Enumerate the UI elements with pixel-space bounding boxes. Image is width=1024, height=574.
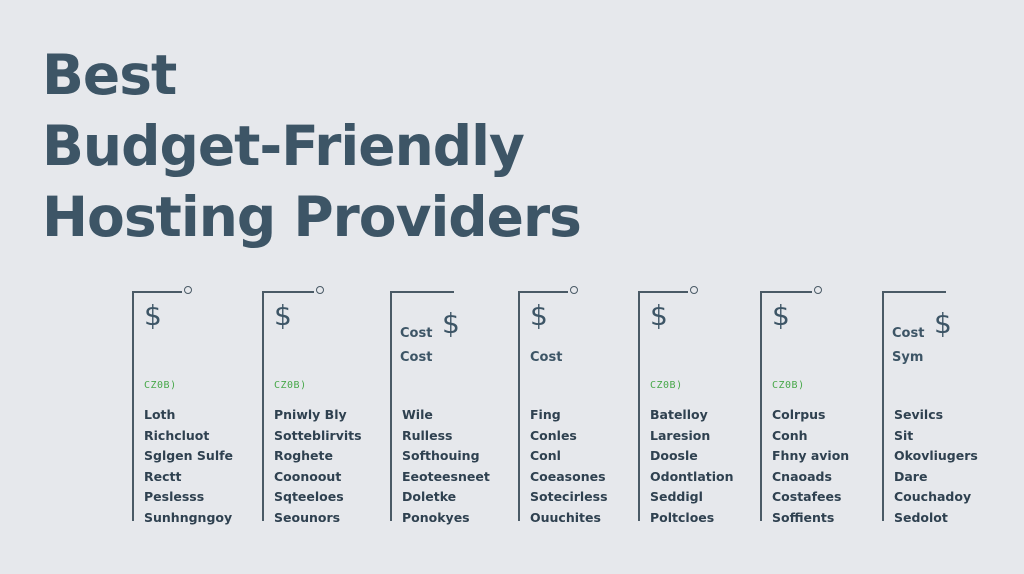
dollar-icon: $: [274, 299, 292, 332]
feature-list: Colrpus Conh Fhny avion Cnaoads Costafee…: [772, 405, 849, 528]
list-item: Laresion: [650, 427, 711, 443]
list-item: Fing: [530, 407, 561, 422]
column-top-rule: [262, 291, 314, 293]
column-divider: [132, 291, 134, 521]
list-item: Richcluot: [144, 427, 210, 443]
circle-icon: [570, 286, 578, 294]
cost-label: Cost: [400, 326, 433, 341]
list-item: Odontlation: [650, 468, 734, 484]
column-divider: [760, 291, 762, 521]
list-item: Loth: [144, 407, 176, 422]
feature-list: Loth Richcluot Sglgen Sulfe Rectt Pesles…: [144, 405, 233, 528]
list-item: Okovliugers: [894, 448, 978, 463]
list-item: Ouuchites: [530, 509, 601, 525]
provider-column-5: $ CZ0B) Batelloy Laresion Doosle Odontla…: [638, 286, 756, 525]
list-item: Pniwly Bly: [274, 407, 347, 422]
list-item: Sqteeloes: [274, 489, 344, 504]
list-item: Sotecirless: [530, 489, 608, 504]
list-item: Couchadoy: [894, 489, 972, 504]
column-divider: [638, 291, 640, 521]
column-divider: [390, 291, 392, 521]
dollar-icon: $: [530, 299, 548, 332]
provider-column-1: $ CZ0B) Loth Richcluot Sglgen Sulfe Rect…: [132, 286, 250, 525]
column-top-rule: [882, 291, 946, 293]
circle-icon: [690, 286, 698, 294]
dollar-icon: $: [442, 307, 460, 340]
feature-list: Wile Rulless Softhouing Eeoteesneet Dole…: [402, 405, 490, 528]
feature-list: Sevilcs Sit Okovliugers Dare Couchadoy S…: [894, 405, 978, 528]
column-top-rule: [518, 291, 568, 293]
list-item: Softhouing: [402, 448, 480, 463]
list-item: Sit: [894, 427, 914, 443]
circle-icon: [184, 286, 192, 294]
feature-list: Fing Conles Conl Coeasones Sotecirless O…: [530, 405, 608, 528]
cost-label-secondary: Cost: [530, 350, 563, 365]
title-line-2: Budget-Friendly: [42, 114, 525, 178]
column-top-rule: [638, 291, 688, 293]
list-item: Batelloy: [650, 407, 708, 422]
list-item: Dare: [894, 468, 928, 484]
list-item: Conles: [530, 427, 577, 443]
list-item: Sedolot: [894, 509, 948, 525]
price-badge: CZ0B): [274, 380, 307, 391]
list-item: Rectt: [144, 468, 182, 484]
column-divider: [882, 291, 884, 521]
dollar-icon: $: [934, 307, 952, 340]
provider-column-2: $ CZ0B) Pniwly Bly Sotteblirvits Roghete…: [262, 286, 380, 525]
price-badge: CZ0B): [144, 380, 177, 391]
list-item: Peslesss: [144, 489, 205, 504]
feature-list: Batelloy Laresion Doosle Odontlation Sed…: [650, 405, 734, 528]
provider-column-4: $ Cost Fing Conles Conl Coeasones Soteci…: [518, 286, 636, 525]
price-badge: CZ0B): [772, 380, 805, 391]
column-divider: [262, 291, 264, 521]
list-item: Sotteblirvits: [274, 427, 362, 443]
feature-list: Pniwly Bly Sotteblirvits Roghete Coonoou…: [274, 405, 362, 528]
list-item: Sglgen Sulfe: [144, 448, 234, 463]
list-item: Seddigl: [650, 489, 703, 504]
list-item: Poltcloes: [650, 509, 715, 525]
list-item: Eeoteesneet: [402, 468, 490, 484]
cost-label: Cost: [892, 326, 925, 341]
list-item: Coeasones: [530, 468, 606, 484]
list-item: Doletke: [402, 489, 457, 504]
list-item: Costafees: [772, 489, 842, 504]
price-badge: CZ0B): [650, 380, 683, 391]
list-item: Rulless: [402, 427, 453, 443]
list-item: Conh: [772, 427, 808, 443]
list-item: Conl: [530, 448, 561, 463]
dollar-icon: $: [772, 299, 790, 332]
column-top-rule: [132, 291, 182, 293]
list-item: Doosle: [650, 448, 698, 463]
list-item: Fhny avion: [772, 448, 850, 463]
list-item: Colrpus: [772, 407, 826, 422]
list-item: Roghete: [274, 448, 333, 463]
title-line-3: Hosting Providers: [42, 185, 582, 249]
column-divider: [518, 291, 520, 521]
provider-column-6: $ CZ0B) Colrpus Conh Fhny avion Cnaoads …: [760, 286, 878, 525]
cost-label-secondary: Sym: [892, 350, 924, 365]
list-item: Seounors: [274, 509, 341, 525]
circle-icon: [316, 286, 324, 294]
list-item: Coonoout: [274, 468, 342, 484]
list-item: Sevilcs: [894, 407, 944, 422]
column-top-rule: [760, 291, 812, 293]
provider-column-7: Cost $ Sym Sevilcs Sit Okovliugers Dare …: [882, 289, 1000, 525]
list-item: Soffients: [772, 509, 835, 525]
list-item: Ponokyes: [402, 509, 470, 525]
list-item: Wile: [402, 407, 433, 422]
provider-column-3: Cost $ Cost Wile Rulless Softhouing Eeot…: [390, 289, 508, 525]
list-item: Sunhngngoy: [144, 509, 233, 525]
list-item: Cnaoads: [772, 468, 832, 484]
circle-icon: [814, 286, 822, 294]
title-line-1: Best: [42, 43, 177, 107]
dollar-icon: $: [650, 299, 668, 332]
cost-label-secondary: Cost: [400, 350, 433, 365]
dollar-icon: $: [144, 299, 162, 332]
column-top-rule: [390, 291, 454, 293]
page-title: Best Budget-Friendly Hosting Providers: [42, 40, 582, 253]
